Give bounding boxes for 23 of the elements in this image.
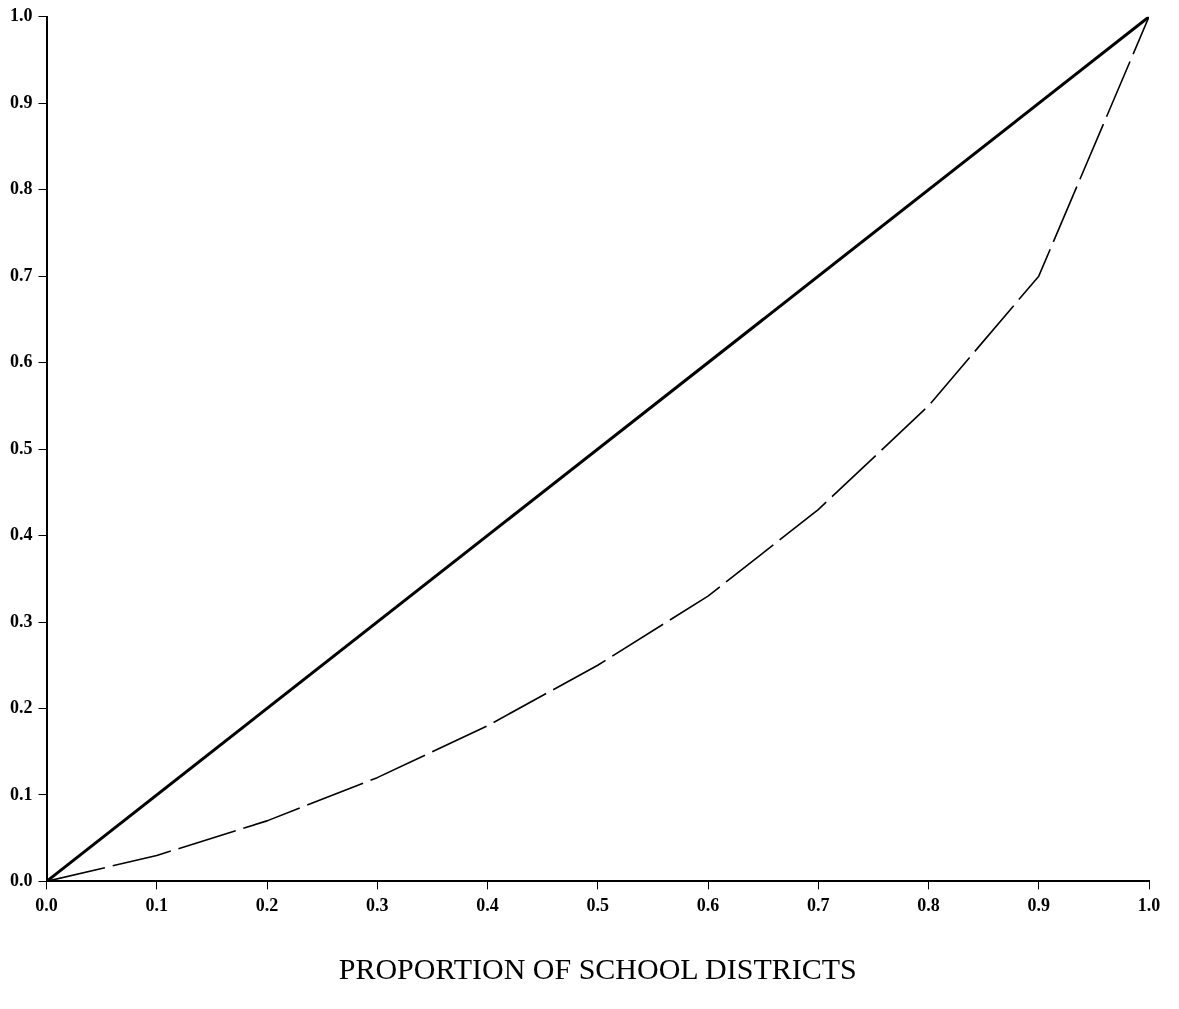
x-tick-label: 0.1: [145, 894, 168, 915]
y-tick-label: 0.3: [10, 610, 33, 631]
y-tick-label: 0.4: [10, 524, 33, 545]
x-tick-label: 0.8: [917, 894, 940, 915]
x-tick-label: 0.5: [586, 894, 609, 915]
x-tick-label: 0.3: [366, 894, 389, 915]
y-tick-label: 0.9: [10, 91, 33, 112]
y-tick-label: 0.7: [10, 264, 33, 285]
y-tick-label: 0.8: [10, 178, 33, 199]
x-tick-label: 0.0: [35, 894, 58, 915]
x-tick-label: 1.0: [1137, 894, 1161, 915]
y-tick-label: 0.1: [10, 783, 33, 804]
x-tick-label: 0.2: [255, 894, 279, 915]
y-tick-label: 1.0: [10, 5, 33, 26]
x-tick-label: 0.6: [696, 894, 720, 915]
x-tick-label: 0.9: [1027, 894, 1050, 915]
y-tick-label: 0.5: [10, 437, 33, 458]
x-tick-label: 0.7: [807, 894, 830, 915]
y-tick-label: 0.0: [10, 870, 33, 891]
x-tick-label: 0.4: [476, 894, 499, 915]
y-tick-label: 0.2: [10, 697, 33, 718]
y-tick-label: 0.6: [10, 351, 33, 372]
x-axis-title: PROPORTION OF SCHOOL DISTRICTS: [338, 951, 857, 985]
